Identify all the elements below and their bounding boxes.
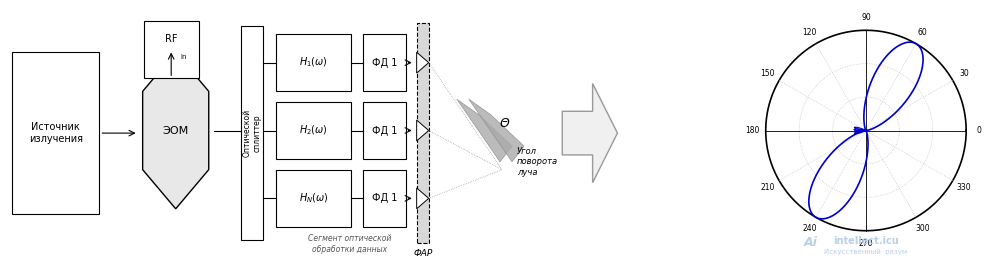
Text: intellect.icu: intellect.icu: [832, 236, 898, 246]
FancyBboxPatch shape: [12, 52, 99, 214]
Text: ФАР: ФАР: [412, 249, 432, 258]
Text: Сегмент оптической
обработки данных: Сегмент оптической обработки данных: [307, 234, 391, 254]
FancyBboxPatch shape: [363, 102, 405, 159]
FancyBboxPatch shape: [276, 170, 351, 227]
Text: Оптической
сплиттер: Оптической сплиттер: [242, 109, 262, 157]
Text: $H_{2}(\omega)$: $H_{2}(\omega)$: [299, 124, 328, 137]
Text: 30: 30: [958, 69, 968, 78]
FancyBboxPatch shape: [363, 170, 405, 227]
FancyBboxPatch shape: [276, 34, 351, 91]
Polygon shape: [562, 84, 617, 183]
Text: 240: 240: [801, 224, 815, 233]
Polygon shape: [468, 99, 524, 162]
Text: Искусственный  разум: Искусственный разум: [823, 249, 907, 255]
Polygon shape: [416, 52, 428, 73]
Text: 60: 60: [917, 28, 927, 37]
FancyBboxPatch shape: [363, 34, 405, 91]
Text: ФД 1: ФД 1: [371, 58, 397, 68]
Text: 330: 330: [956, 183, 970, 192]
FancyBboxPatch shape: [276, 102, 351, 159]
Text: 90: 90: [861, 13, 870, 22]
FancyBboxPatch shape: [416, 23, 428, 243]
FancyBboxPatch shape: [143, 21, 199, 78]
Text: 120: 120: [801, 28, 815, 37]
Text: ФД 1: ФД 1: [371, 126, 397, 135]
Polygon shape: [456, 99, 512, 162]
Text: $H_{1}(\omega)$: $H_{1}(\omega)$: [299, 56, 328, 69]
Text: Ai: Ai: [803, 236, 817, 249]
Text: 270: 270: [858, 239, 873, 248]
Text: in: in: [180, 55, 187, 60]
Polygon shape: [416, 120, 428, 141]
Text: RF: RF: [164, 34, 178, 44]
Polygon shape: [142, 52, 209, 209]
Text: 210: 210: [760, 183, 774, 192]
Text: Угол
поворота
луча: Угол поворота луча: [517, 147, 558, 177]
Polygon shape: [416, 188, 428, 209]
Text: Θ: Θ: [499, 117, 510, 130]
Text: Источник
излучения: Источник излучения: [29, 122, 82, 144]
Text: 0: 0: [976, 126, 981, 135]
FancyBboxPatch shape: [241, 26, 263, 240]
Text: ЭОМ: ЭОМ: [162, 126, 189, 135]
Text: 300: 300: [915, 224, 929, 233]
Text: 150: 150: [760, 69, 774, 78]
Text: ФД 1: ФД 1: [371, 193, 397, 203]
Text: 180: 180: [745, 126, 759, 135]
Text: $H_{N}(\omega)$: $H_{N}(\omega)$: [299, 192, 328, 205]
